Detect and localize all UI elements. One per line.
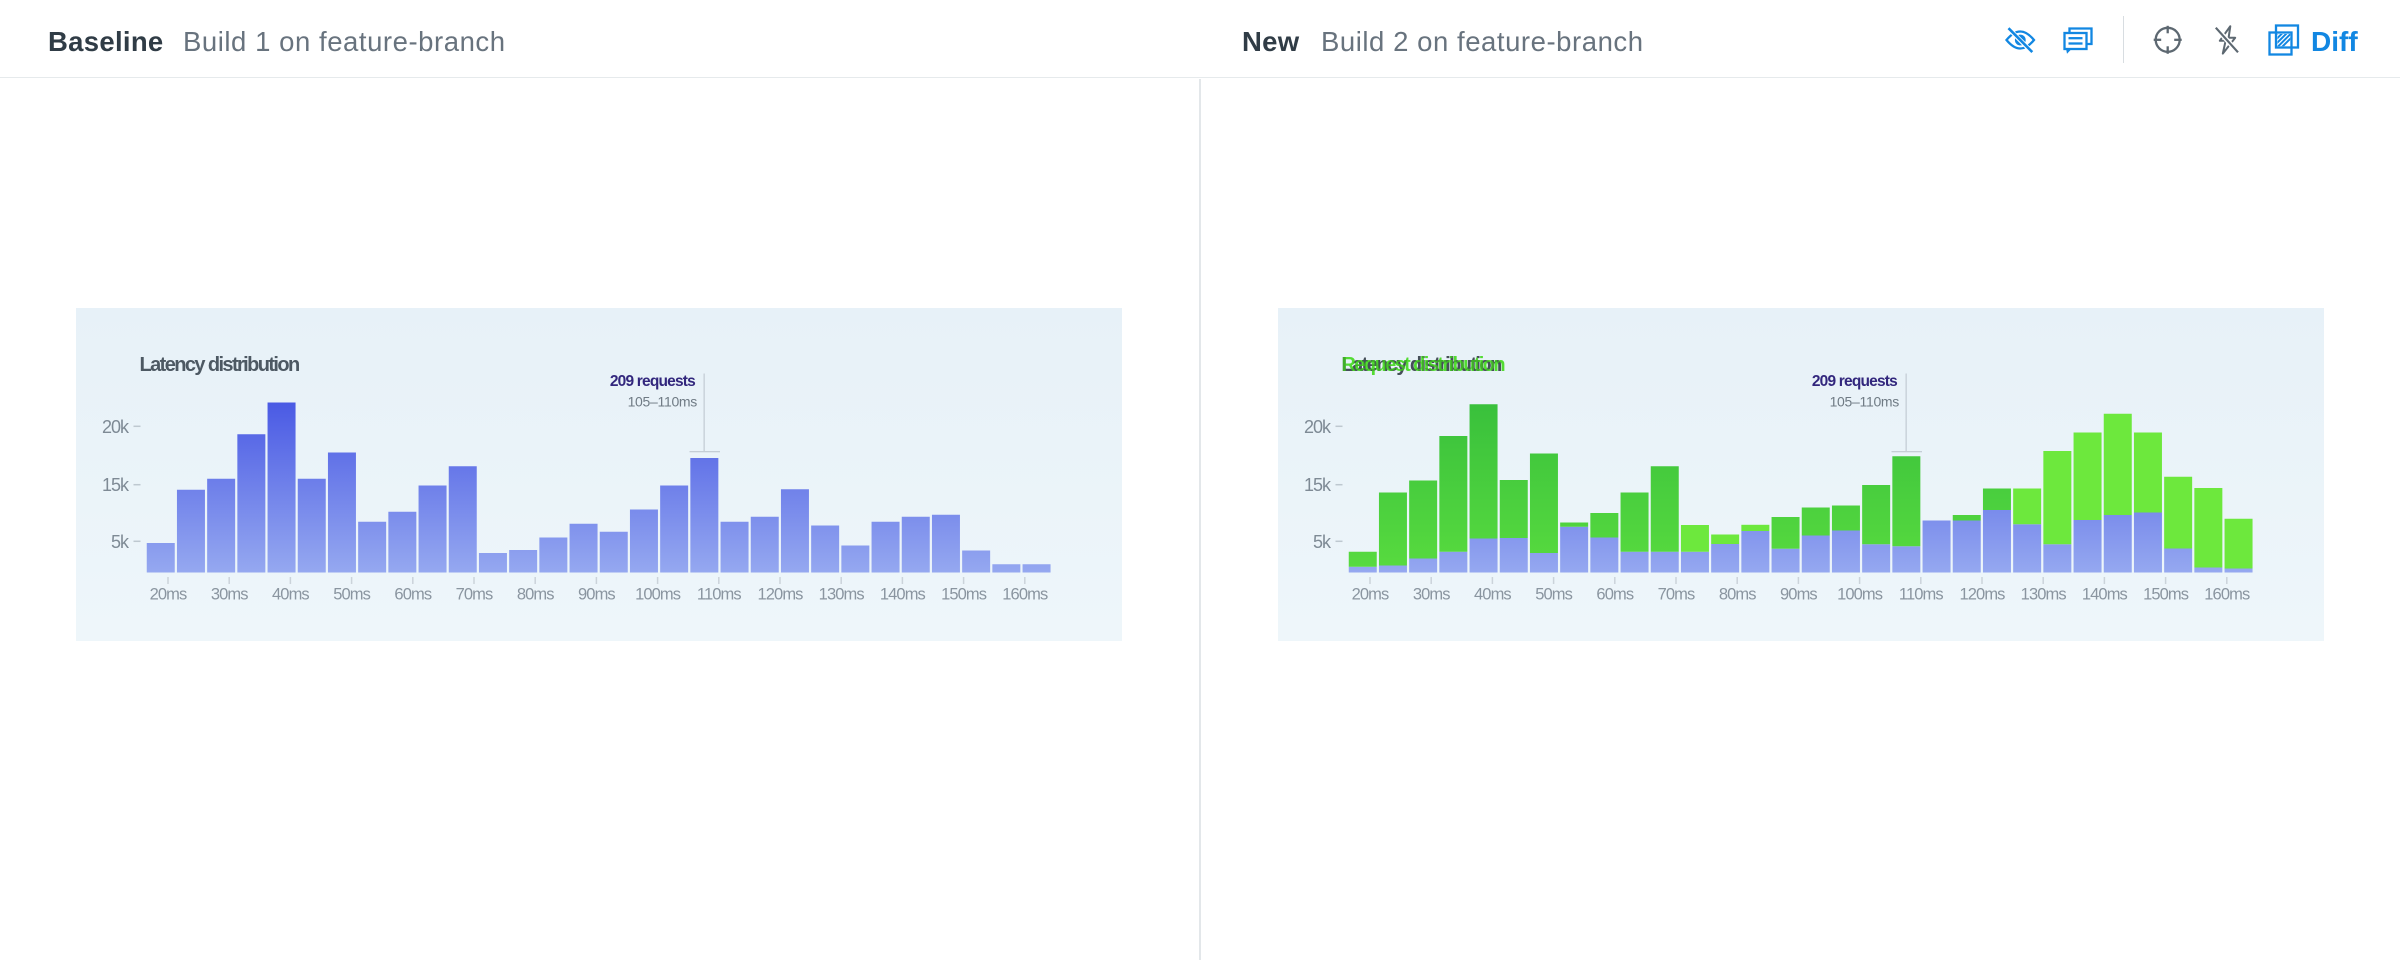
svg-text:105–110ms: 105–110ms (1829, 393, 1899, 409)
svg-text:140ms: 140ms (879, 585, 925, 603)
svg-text:20k: 20k (101, 416, 129, 436)
svg-text:160ms: 160ms (2204, 585, 2250, 603)
svg-text:50ms: 50ms (1535, 585, 1572, 603)
svg-text:110ms: 110ms (696, 585, 740, 603)
svg-text:5k: 5k (110, 531, 129, 551)
svg-text:20k: 20k (1303, 416, 1331, 436)
svg-text:5k: 5k (1312, 531, 1331, 551)
svg-text:60ms: 60ms (394, 585, 431, 603)
svg-text:160ms: 160ms (1002, 585, 1048, 603)
svg-text:130ms: 130ms (818, 585, 864, 603)
svg-text:110ms: 110ms (1898, 585, 1942, 603)
svg-text:15k: 15k (1303, 475, 1331, 495)
svg-text:120ms: 120ms (757, 585, 803, 603)
svg-text:100ms: 100ms (635, 585, 681, 603)
svg-text:20ms: 20ms (1351, 585, 1388, 603)
svg-text:60ms: 60ms (1596, 585, 1633, 603)
svg-text:209 requests: 209 requests (1811, 373, 1896, 390)
svg-text:15k: 15k (101, 475, 129, 495)
svg-text:130ms: 130ms (2020, 585, 2066, 603)
svg-text:120ms: 120ms (1959, 585, 2005, 603)
svg-text:140ms: 140ms (2081, 585, 2127, 603)
svg-text:70ms: 70ms (455, 585, 492, 603)
svg-text:80ms: 80ms (516, 585, 553, 603)
svg-text:150ms: 150ms (941, 585, 987, 603)
svg-text:40ms: 40ms (272, 585, 309, 603)
svg-text:100ms: 100ms (1837, 585, 1883, 603)
svg-text:30ms: 30ms (1412, 585, 1449, 603)
svg-text:70ms: 70ms (1657, 585, 1694, 603)
svg-text:40ms: 40ms (1474, 585, 1511, 603)
svg-text:80ms: 80ms (1718, 585, 1755, 603)
svg-text:90ms: 90ms (1780, 585, 1817, 603)
svg-text:90ms: 90ms (578, 585, 615, 603)
svg-text:105–110ms: 105–110ms (627, 393, 697, 409)
svg-text:20ms: 20ms (149, 585, 186, 603)
svg-text:30ms: 30ms (210, 585, 247, 603)
svg-text:209 requests: 209 requests (609, 373, 694, 390)
svg-text:50ms: 50ms (333, 585, 370, 603)
svg-text:150ms: 150ms (2143, 585, 2189, 603)
